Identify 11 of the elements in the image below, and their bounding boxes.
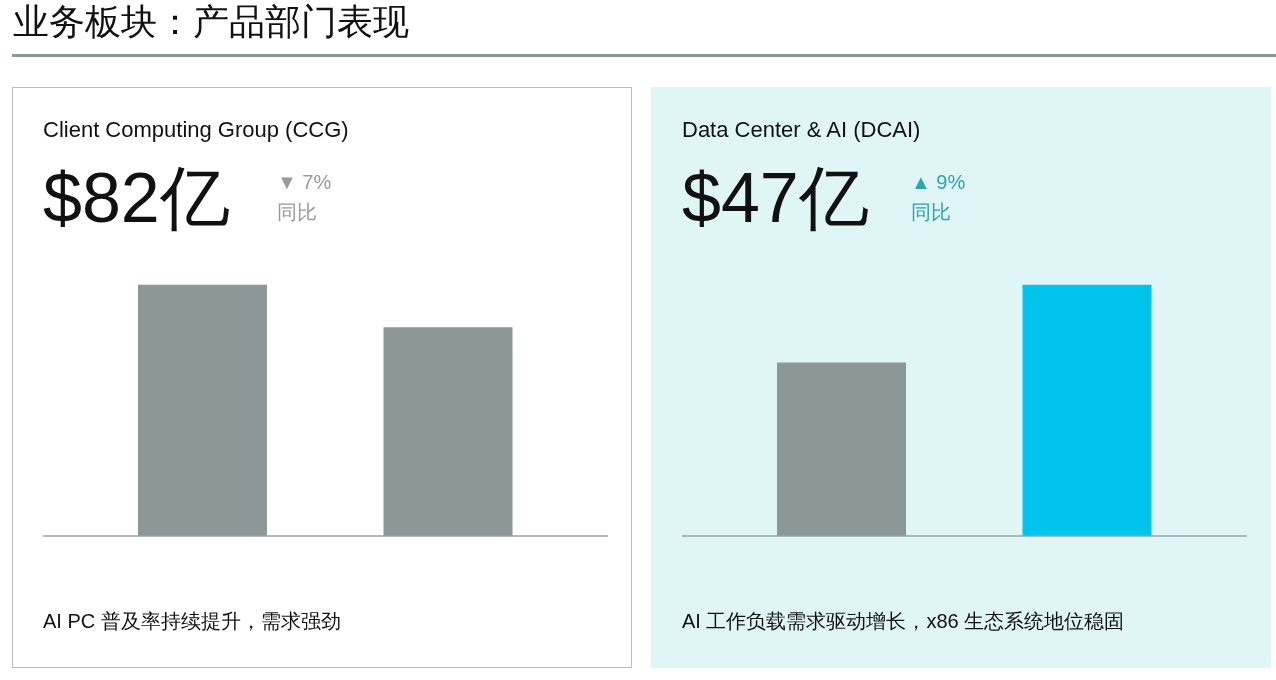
text: ▲ 9% (911, 171, 966, 193)
text: ▼ 7% (277, 171, 332, 193)
text: 同比 (911, 201, 951, 223)
text: $47亿 (682, 159, 869, 237)
text: 同比 (277, 201, 317, 223)
text: $82亿 (43, 159, 230, 237)
chart-title: Data Center & AI (DCAI) (682, 117, 921, 142)
chart-title: Client Computing Group (CCG) (43, 117, 349, 142)
text: AI 工作负载需求驱动增长，x86 生态系统地位稳固 (682, 610, 1125, 632)
text: 业务板块：产品部门表现 (13, 1, 409, 42)
text: AI PC 普及率持续提升，需求强劲 (43, 610, 341, 632)
